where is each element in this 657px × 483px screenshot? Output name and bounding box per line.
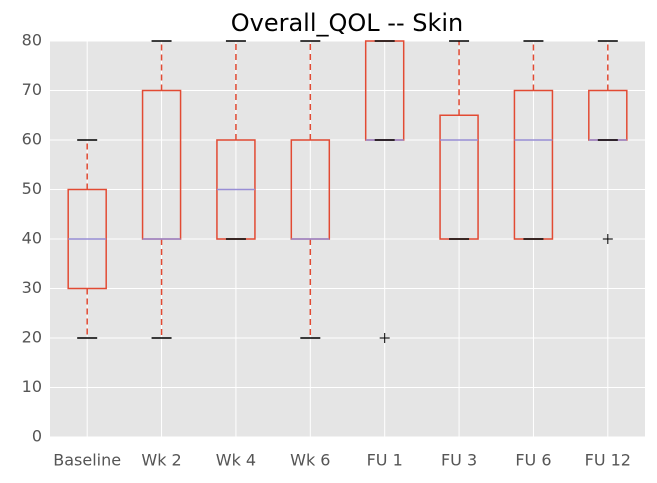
y-tick-label: 0 [32,427,42,446]
x-tick-label: Baseline [53,451,121,470]
x-tick-label: FU 3 [441,451,477,470]
y-tick-label: 70 [22,80,42,99]
x-tick-label: FU 1 [367,451,403,470]
x-tick-label: Wk 2 [141,451,181,470]
y-tick-label: 80 [22,31,42,50]
outlier [602,234,613,244]
chart-title: Overall_QOL -- Skin [231,9,464,37]
x-tick-label: Wk 4 [216,451,256,470]
y-tick-label: 10 [22,377,42,396]
y-tick-label: 60 [22,130,42,149]
y-tick-label: 40 [22,229,42,248]
y-tick-label: 30 [22,278,42,297]
x-tick-label: FU 6 [515,451,551,470]
x-tick-label: Wk 6 [290,451,330,470]
outlier [379,333,390,343]
y-tick-label: 20 [22,328,42,347]
y-tick-label: 50 [22,179,42,198]
x-tick-label: FU 12 [585,451,631,470]
